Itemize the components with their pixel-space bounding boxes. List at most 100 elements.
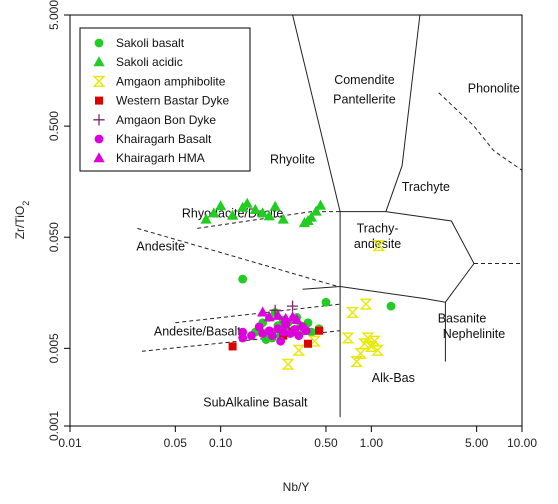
data-point: [226, 209, 239, 220]
data-point: [361, 332, 375, 344]
data-point: [267, 331, 277, 341]
legend-label: Sakoli acidic: [116, 55, 183, 69]
data-point: [350, 356, 364, 368]
legend: Sakoli basalt Sakoli acidic Amgaon amphibo…: [79, 27, 251, 172]
legend-label: Sakoli basalt: [116, 36, 185, 50]
legend-marker: [92, 75, 106, 87]
data-point: [386, 301, 396, 311]
data-point: [368, 335, 382, 347]
field-boundary: [340, 263, 475, 303]
x-axis-ticks: 0.01 0.05 0.10 0.50 1.00 5.00 10.00: [58, 426, 537, 450]
field-label: Nephelinite: [443, 327, 506, 341]
data-point: [302, 214, 314, 225]
series-6: [257, 306, 303, 324]
field-boundary: [385, 14, 421, 212]
data-point: [249, 203, 261, 214]
data-point: [238, 333, 248, 343]
data-point: [364, 340, 378, 352]
data-point: [315, 326, 324, 335]
field-boundary: [302, 286, 341, 290]
y-tick-label: 5.000: [47, 0, 61, 30]
data-point: [371, 344, 385, 356]
x-tick-label: 5.00: [465, 436, 489, 450]
legend-marker: [93, 152, 105, 163]
x-tick-label: 0.10: [209, 436, 233, 450]
data-point: [263, 311, 275, 322]
legend-box: [79, 27, 251, 172]
data-point: [277, 213, 289, 224]
series-4: [269, 300, 299, 316]
series-5: [238, 320, 311, 346]
field-label: Basanite: [438, 312, 487, 326]
legend-label: Amgaon Bon Dyke: [116, 113, 216, 127]
field-label: Pantellerite: [333, 92, 396, 106]
dashed-field-boundary: [438, 92, 523, 171]
field-boundary: [385, 211, 475, 264]
data-point: [241, 197, 253, 208]
field-label: Phonolite: [468, 82, 520, 96]
data-point: [276, 336, 286, 346]
y-axis-title: Zr/TiO2: [13, 201, 31, 240]
dashed-field-boundary: [197, 211, 341, 229]
data-point: [247, 331, 256, 341]
series-1: [200, 197, 327, 228]
data-point: [238, 274, 248, 284]
legend-marker: [95, 96, 103, 105]
data-point: [292, 344, 306, 356]
data-point: [310, 205, 322, 216]
data-point: [272, 309, 284, 320]
data-point: [269, 304, 281, 316]
data-point: [286, 300, 299, 312]
data-point: [291, 313, 303, 324]
data-point: [341, 332, 355, 344]
data-point: [263, 210, 275, 221]
legend-marker: [94, 134, 104, 144]
legend-label: Khairagarh Basalt: [116, 132, 212, 146]
data-point: [278, 327, 288, 337]
field-label: Andesite/Basalt: [154, 325, 241, 339]
legend-marker: [94, 38, 104, 48]
data-point: [294, 331, 304, 341]
data-point: [269, 200, 281, 211]
y-tick-label: 0.001: [47, 411, 61, 441]
y-tick-label: 0.500: [47, 111, 61, 141]
data-points: [200, 197, 396, 370]
y-tick-label: 0.005: [47, 333, 61, 363]
x-axis-title: Nb/Y: [283, 480, 310, 494]
x-tick-label: 0.50: [314, 436, 338, 450]
data-point: [200, 213, 212, 224]
data-point: [314, 199, 327, 210]
legend-label: Amgaon amphibolite: [116, 74, 226, 88]
field-label: Alk-Bas: [372, 371, 415, 385]
field-label: Trachy-: [357, 222, 399, 236]
data-point: [215, 200, 227, 211]
field-boundary: [292, 14, 341, 212]
plot-frame: [69, 14, 523, 427]
data-point: [346, 307, 359, 319]
data-point: [257, 306, 269, 317]
x-tick-label: 1.00: [360, 436, 384, 450]
data-point: [304, 339, 313, 348]
data-point: [301, 326, 311, 336]
data-point: [228, 342, 237, 351]
field-label: Andesite: [136, 239, 185, 253]
y-tick-label: 0.050: [47, 222, 61, 252]
data-point: [372, 240, 386, 252]
data-point: [281, 358, 295, 370]
legend-marker: [93, 114, 105, 126]
data-point: [321, 297, 331, 307]
field-label: Rhyolite: [270, 153, 315, 167]
x-tick-label: 0.01: [58, 436, 82, 450]
field-label: SubAlkaline Basalt: [203, 395, 308, 409]
field-label: Trachyte: [402, 180, 450, 194]
x-tick-label: 0.05: [164, 436, 188, 450]
data-point: [290, 325, 300, 334]
series-2: [281, 240, 386, 370]
legend-label: Western Bastar Dyke: [116, 94, 229, 108]
data-point: [208, 207, 220, 218]
field-label: Comendite: [334, 73, 394, 87]
data-point: [359, 298, 373, 310]
y-axis-ticks: 0.001 0.005 0.050 0.500 5.000: [47, 0, 70, 441]
x-tick-label: 10.00: [507, 436, 537, 450]
